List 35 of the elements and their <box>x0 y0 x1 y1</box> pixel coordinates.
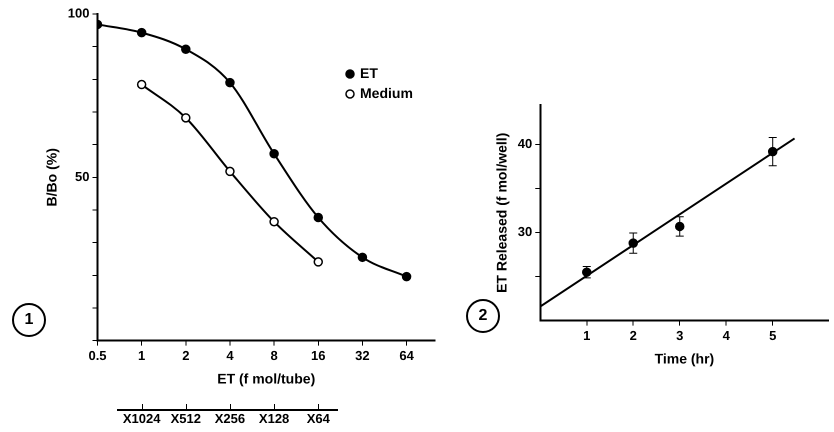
x-tick-label: 5 <box>769 328 776 343</box>
point <box>225 78 235 88</box>
y-tick-label: 40 <box>518 136 532 152</box>
y-tick-label: 50 <box>75 168 90 184</box>
x-tick-label: 2 <box>182 348 190 363</box>
point <box>181 44 191 54</box>
x-tick-label: 0.5 <box>88 348 107 363</box>
point <box>269 149 279 159</box>
text: X128 <box>258 411 290 426</box>
point <box>314 212 324 222</box>
x-tick-label: 3 <box>676 328 684 343</box>
y-tick-label: 30 <box>518 224 532 240</box>
x-tick-label: 2 <box>630 328 637 343</box>
x-tick-label: 4 <box>226 348 234 363</box>
x-tick-label: 4 <box>722 328 731 343</box>
x-tick-label: 1 <box>583 328 590 343</box>
x-axis-title: ET (f mol/tube) <box>217 370 316 386</box>
x-tick-label: 32 <box>355 348 370 363</box>
x-tick-label: 64 <box>399 348 415 363</box>
point <box>358 252 368 262</box>
x-tick-label: 16 <box>311 348 326 363</box>
legend-label: ET <box>360 64 378 81</box>
x-axis-title: Time (hr) <box>654 350 714 366</box>
x-tick-label: 1 <box>138 348 146 363</box>
text: X1024 <box>122 411 162 426</box>
y-axis-title: B/Bo (%) <box>43 148 60 206</box>
point <box>402 272 412 282</box>
text: X64 <box>306 411 331 426</box>
text: X256 <box>214 411 246 426</box>
y-axis-title: ET Released (f mol/well) <box>493 132 510 293</box>
y-tick-label: 100 <box>68 6 90 21</box>
text: X512 <box>170 411 201 426</box>
point <box>136 28 146 38</box>
legend-label: Medium <box>360 84 413 101</box>
x-tick-label: 8 <box>270 348 278 363</box>
